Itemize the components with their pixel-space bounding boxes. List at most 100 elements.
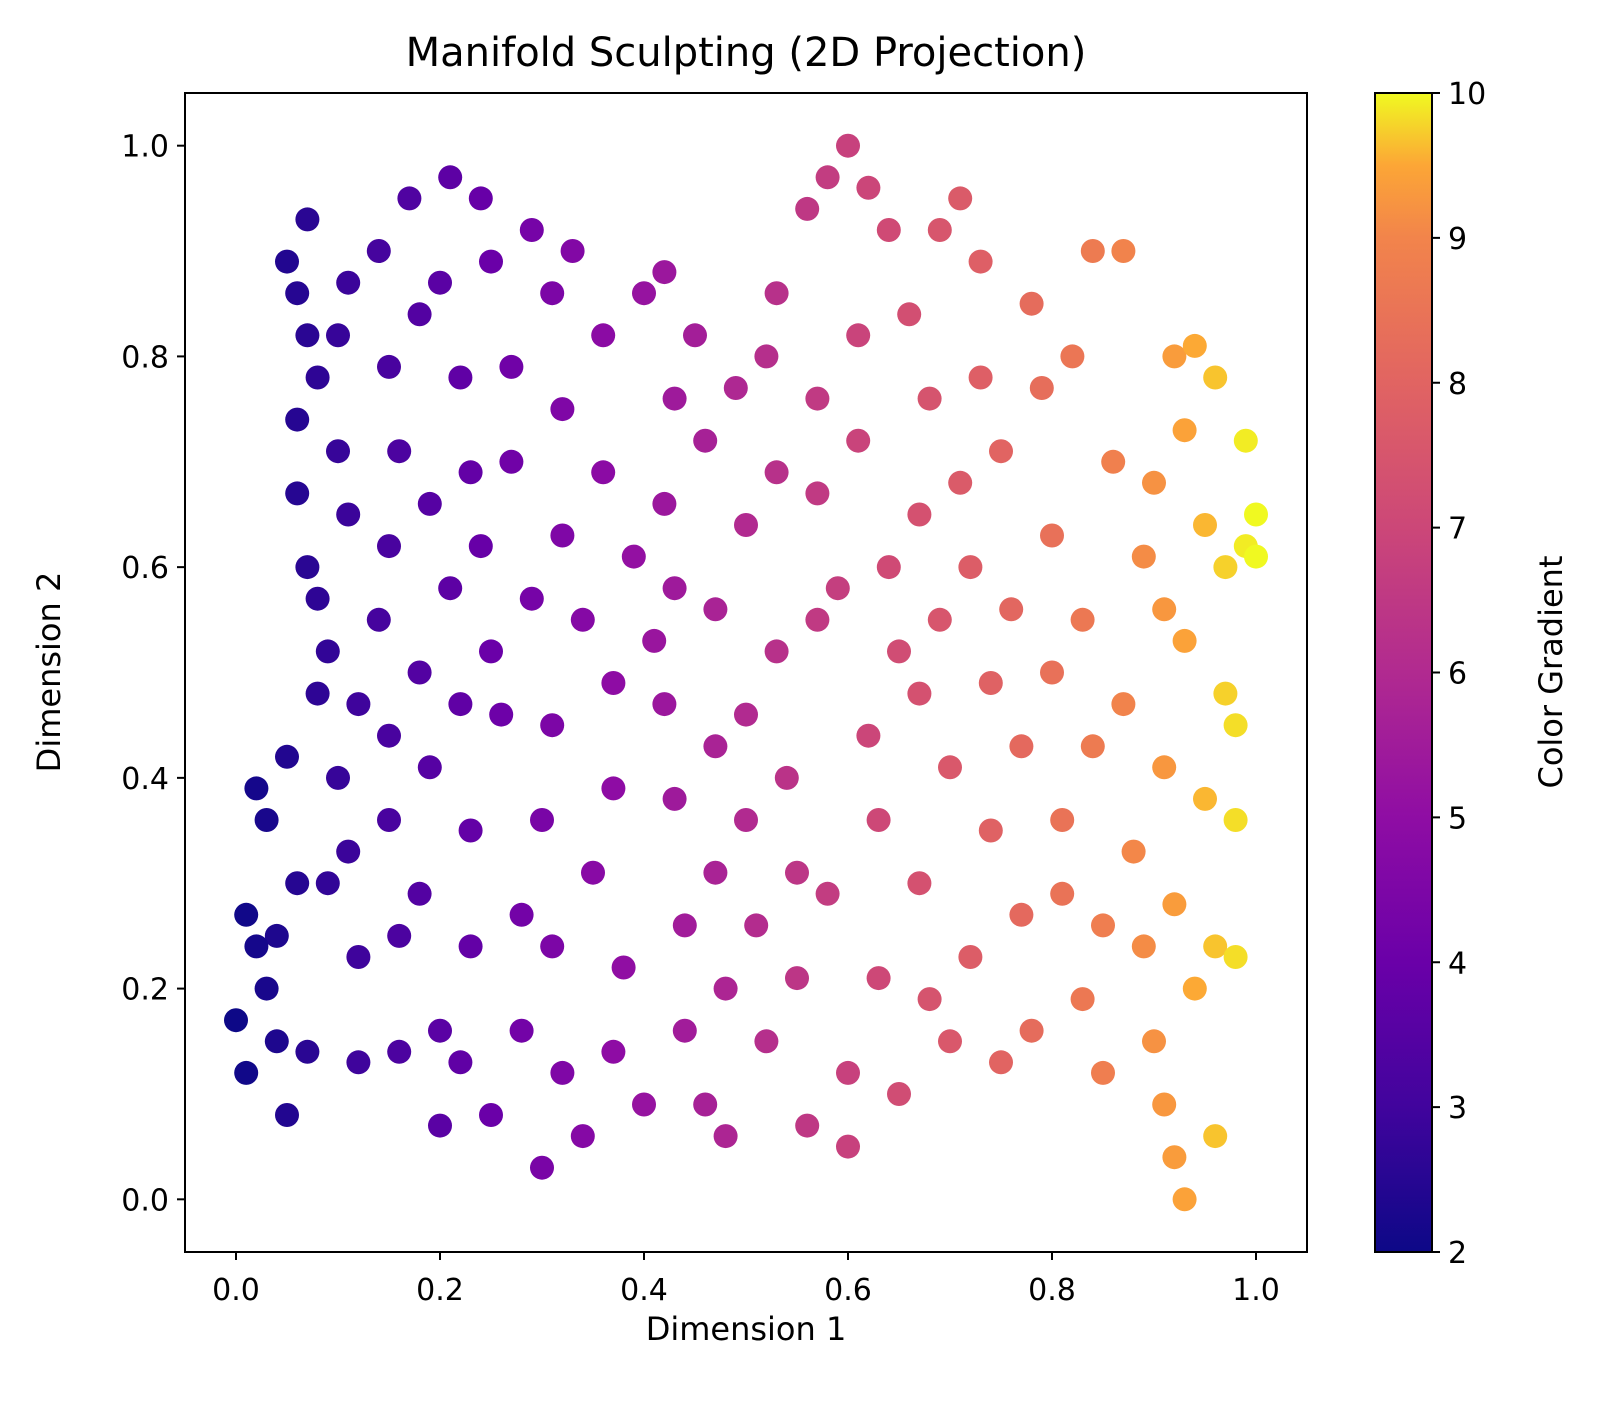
- scatter-point: [805, 386, 830, 411]
- scatter-point: [968, 365, 993, 390]
- scatter-point: [295, 323, 320, 348]
- scatter-point: [1172, 628, 1197, 653]
- scatter-point: [315, 871, 340, 896]
- scatter-point: [1121, 839, 1146, 864]
- colorbar-tick-label: 10: [1448, 77, 1486, 112]
- scatter-point: [1111, 692, 1136, 717]
- scatter-point: [540, 281, 565, 306]
- scatter-point: [275, 249, 299, 274]
- scatter-point: [1223, 808, 1248, 832]
- scatter-point: [744, 913, 769, 938]
- scatter-point: [1203, 1124, 1228, 1149]
- scatter-point: [428, 1018, 452, 1043]
- scatter-point: [917, 386, 942, 411]
- scatter-point: [866, 808, 891, 832]
- scatter-point: [377, 534, 401, 559]
- scatter-point: [448, 365, 473, 390]
- scatter-point: [530, 1155, 554, 1180]
- scatter-point: [713, 976, 738, 1001]
- scatter-point: [550, 1060, 575, 1085]
- scatter-point: [836, 133, 860, 158]
- scatter-point: [550, 523, 575, 548]
- scatter-point: [336, 839, 361, 864]
- scatter-point: [1182, 333, 1207, 358]
- scatter-point: [662, 786, 687, 811]
- scatter-point: [774, 765, 799, 790]
- scatter-point: [764, 639, 789, 664]
- scatter-point: [1050, 881, 1075, 906]
- scatter-point: [968, 249, 993, 274]
- scatter-point: [989, 439, 1013, 464]
- scatter-point: [907, 681, 932, 706]
- scatter-point: [1091, 913, 1115, 938]
- scatter-point: [703, 734, 728, 759]
- scatter-point: [479, 249, 503, 274]
- scatter-point: [489, 702, 514, 727]
- scatter-point: [479, 639, 503, 664]
- scatter-point: [662, 576, 687, 601]
- scatter-point: [509, 1018, 534, 1043]
- y-axis-label: Dimension 2: [30, 572, 68, 773]
- scatter-point: [1152, 597, 1177, 622]
- scatter-point: [417, 491, 442, 516]
- scatter-point: [530, 808, 554, 832]
- scatter-point: [336, 270, 361, 295]
- colorbar-tick-label: 4: [1448, 946, 1467, 981]
- scatter-point: [1172, 1187, 1197, 1212]
- scatter-point: [285, 481, 310, 506]
- scatter-point: [326, 323, 350, 348]
- scatter-point: [887, 639, 911, 664]
- scatter-point: [672, 913, 697, 938]
- x-tick-label: 0.0: [212, 1273, 260, 1308]
- scatter-point: [407, 302, 432, 327]
- scatter-point: [683, 323, 707, 348]
- scatter-point: [836, 1134, 860, 1159]
- y-tick-label: 0.4: [121, 762, 169, 797]
- scatter-point: [632, 1092, 656, 1117]
- colorbar-tick-label: 7: [1448, 512, 1467, 547]
- scatter-point: [1040, 523, 1064, 548]
- chart-title: Manifold Sculpting (2D Projection): [406, 30, 1087, 76]
- scatter-point: [1131, 934, 1156, 959]
- scatter-point: [917, 987, 942, 1012]
- scatter-point: [927, 218, 952, 242]
- scatter-point: [754, 1029, 779, 1054]
- scatter-point: [846, 428, 871, 453]
- scatter-point: [999, 597, 1024, 622]
- scatter-point: [224, 1008, 248, 1033]
- scatter-point: [305, 586, 330, 611]
- scatter-point: [254, 976, 279, 1001]
- scatter-point: [1203, 934, 1228, 959]
- scatter-point: [479, 1103, 503, 1127]
- scatter-point: [1040, 660, 1064, 685]
- scatter-point: [876, 218, 901, 242]
- plot-frame: [184, 92, 1308, 1253]
- scatter-point: [1009, 734, 1034, 759]
- y-tick-label: 0.8: [121, 340, 169, 375]
- scatter-point: [887, 1082, 911, 1106]
- scatter-point: [785, 860, 809, 885]
- scatter-point: [672, 1018, 697, 1043]
- scatter-point: [815, 165, 840, 190]
- scatter-point: [825, 576, 850, 601]
- scatter-point: [377, 354, 401, 379]
- scatter-point: [1162, 1145, 1187, 1170]
- scatter-point: [570, 1124, 595, 1149]
- scatter-point: [1182, 976, 1207, 1001]
- scatter-point: [1244, 544, 1268, 569]
- scatter-point: [866, 966, 891, 991]
- scatter-point: [856, 175, 881, 200]
- scatter-point: [978, 671, 1003, 695]
- colorbar-tick-label: 2: [1448, 1236, 1467, 1271]
- scatter-point: [1193, 513, 1217, 537]
- scatter-point: [1111, 239, 1136, 263]
- scatter-point: [938, 755, 962, 780]
- scatter-point: [978, 818, 1003, 843]
- scatter-point: [764, 281, 789, 306]
- scatter-point: [519, 218, 544, 242]
- scatter-point: [1203, 365, 1228, 390]
- x-axis-label: Dimension 1: [646, 1310, 847, 1348]
- scatter-point: [438, 165, 463, 190]
- scatter-point: [1091, 1060, 1115, 1085]
